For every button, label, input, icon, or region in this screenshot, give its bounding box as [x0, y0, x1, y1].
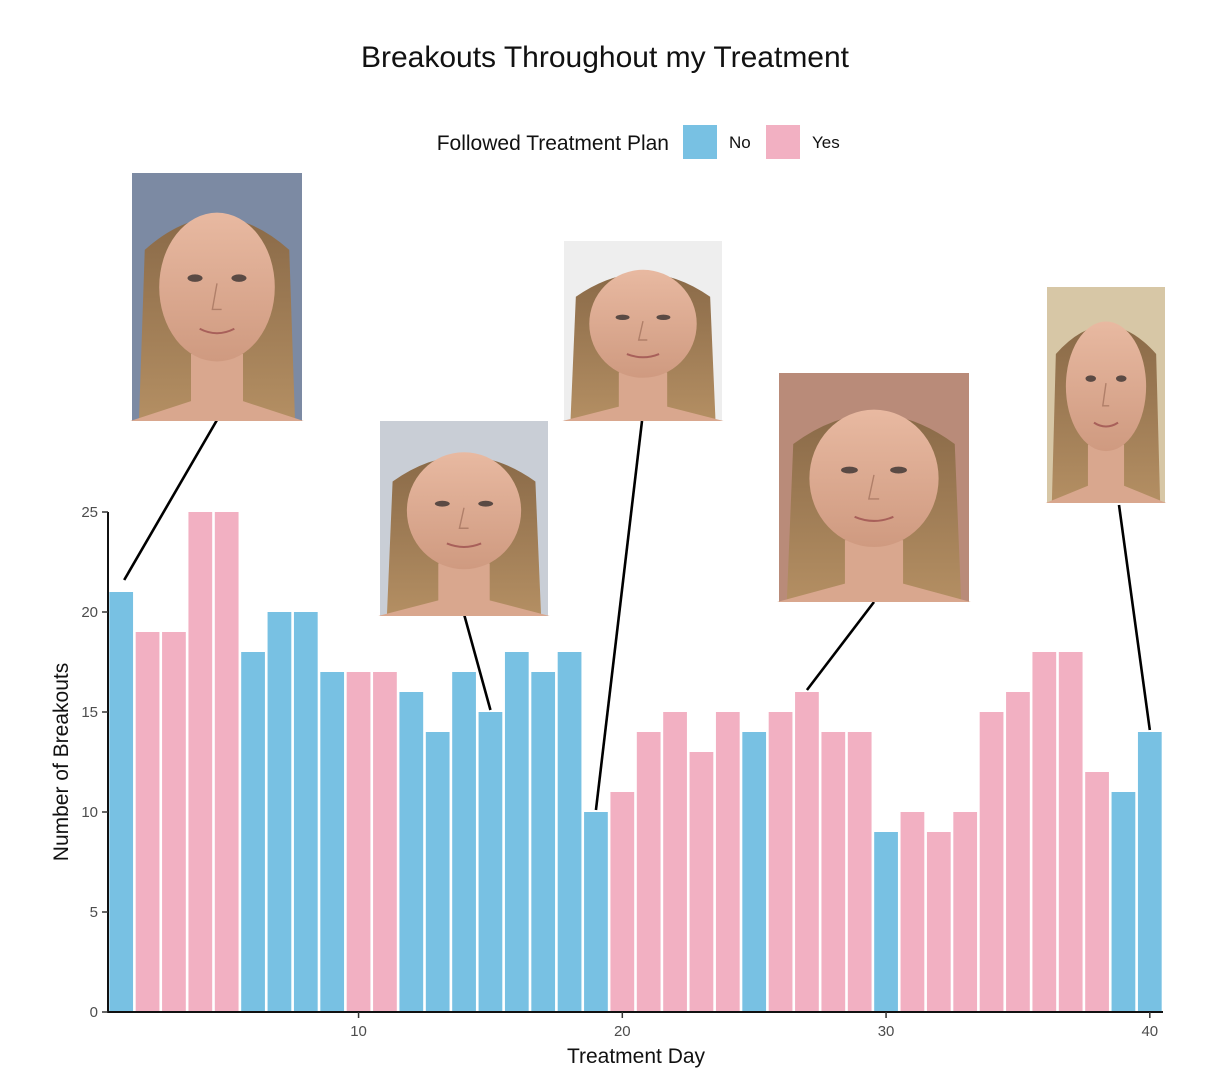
- bar-day-3: [162, 632, 186, 1012]
- bar-day-38: [1085, 772, 1109, 1012]
- chart-title: Breakouts Throughout my Treatment: [361, 41, 850, 74]
- bar-day-34: [979, 712, 1004, 1012]
- annotation-leader-day-27: [805, 601, 876, 691]
- bar-day-33: [953, 812, 978, 1012]
- bar-day-10: [346, 672, 371, 1012]
- legend-label-yes: Yes: [812, 133, 840, 152]
- bar-day-36: [1032, 652, 1057, 1012]
- bar-day-29: [847, 732, 872, 1012]
- y-tick-label-0: 0: [90, 1004, 98, 1021]
- bar-day-31: [900, 812, 925, 1012]
- bars-group: [109, 512, 1162, 1012]
- bar-day-2: [135, 632, 160, 1012]
- bar-day-24: [715, 712, 740, 1012]
- x-axis-label: Treatment Day: [567, 1045, 706, 1068]
- face-photo-icon: [378, 421, 550, 616]
- axes: 0 5 10 15 20 25 10 20 30 40: [81, 504, 1163, 1040]
- y-tick-label-5: 5: [90, 904, 98, 921]
- bar-day-8: [293, 612, 318, 1012]
- bar-day-15: [478, 712, 503, 1012]
- x-tick-label-40: 40: [1141, 1023, 1158, 1040]
- bar-day-17: [531, 672, 556, 1012]
- face-photo-icon: [562, 241, 724, 421]
- bar-day-11: [373, 672, 397, 1012]
- legend-swatch-yes: [766, 125, 800, 159]
- bar-day-40: [1137, 732, 1162, 1012]
- x-tick-label-20: 20: [614, 1023, 631, 1040]
- y-tick-label-20: 20: [81, 604, 98, 621]
- legend-swatch-no: [683, 125, 717, 159]
- legend-title: Followed Treatment Plan: [437, 132, 669, 155]
- y-axis-label: Number of Breakouts: [50, 663, 73, 861]
- y-tick-label-10: 10: [81, 804, 98, 821]
- bar-day-7: [267, 612, 292, 1012]
- bar-day-20: [610, 792, 635, 1012]
- annotation-leader-day-19: [594, 420, 644, 811]
- bar-day-1: [109, 592, 134, 1012]
- annotation-leader-day-15: [462, 613, 492, 711]
- bar-day-4: [188, 512, 213, 1012]
- bar-day-13: [425, 732, 450, 1012]
- bar-day-30: [874, 832, 898, 1012]
- bar-day-18: [557, 652, 582, 1012]
- legend: Followed Treatment Plan No Yes: [437, 125, 840, 159]
- bar-day-16: [504, 652, 529, 1012]
- x-tick-label-10: 10: [350, 1023, 367, 1040]
- bar-day-12: [399, 692, 424, 1012]
- annotation-leader-day-40: [1117, 504, 1152, 731]
- bar-day-39: [1111, 792, 1136, 1012]
- bar-day-21: [636, 732, 661, 1012]
- bar-day-23: [689, 752, 714, 1012]
- bar-day-19: [584, 812, 608, 1012]
- bar-day-26: [768, 712, 793, 1012]
- annotation-photos: [130, 173, 1167, 616]
- y-tick-label-15: 15: [81, 704, 98, 721]
- bar-day-28: [821, 732, 846, 1012]
- annotation-leaders: [123, 419, 1152, 811]
- bar-day-9: [320, 672, 345, 1012]
- bar-day-14: [452, 672, 476, 1012]
- face-photo-icon: [777, 373, 971, 602]
- bar-day-6: [241, 652, 265, 1012]
- legend-label-no: No: [729, 133, 751, 152]
- y-tick-label-25: 25: [81, 504, 98, 521]
- bar-day-27: [795, 692, 819, 1012]
- bar-day-5: [214, 512, 239, 1012]
- bar-day-22: [663, 712, 687, 1012]
- bar-day-32: [926, 832, 951, 1012]
- bar-day-35: [1006, 692, 1030, 1012]
- bar-day-25: [742, 732, 767, 1012]
- face-photo-icon: [130, 173, 304, 421]
- face-photo-icon: [1045, 287, 1167, 503]
- bar-day-37: [1058, 652, 1083, 1012]
- annotation-leader-day-1: [123, 419, 219, 581]
- x-tick-label-30: 30: [878, 1023, 895, 1040]
